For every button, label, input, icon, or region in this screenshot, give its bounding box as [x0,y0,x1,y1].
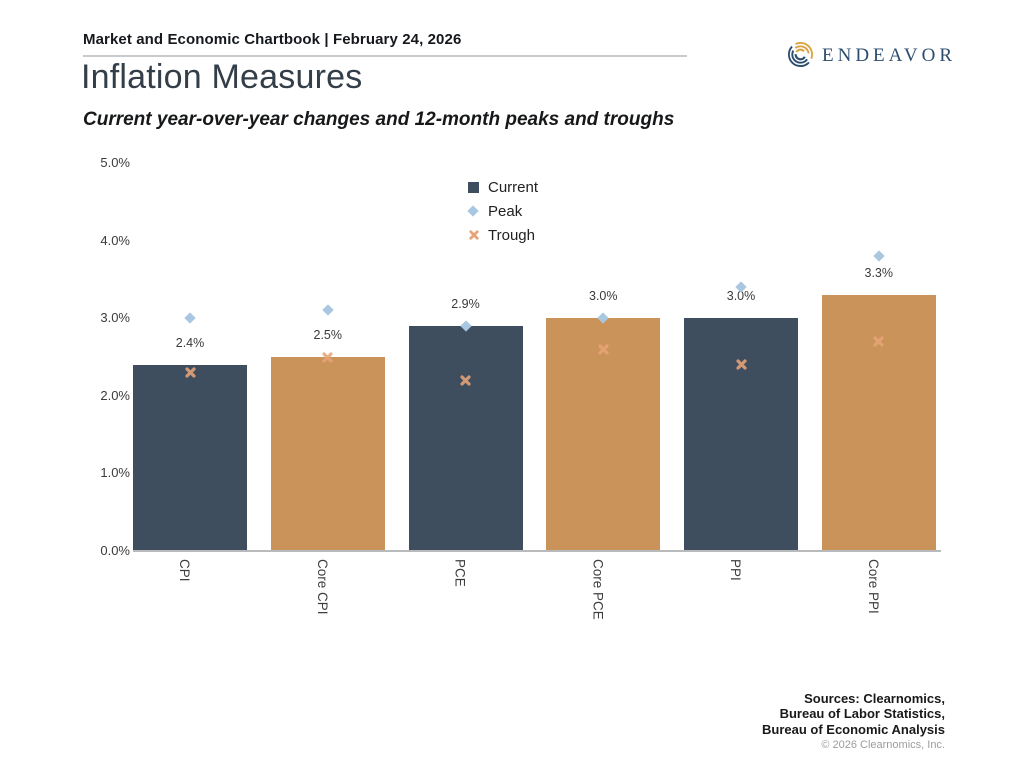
x-axis-tick-label: PPI [728,559,743,581]
trough-x-icon [469,230,479,240]
x-axis-tick-label: Core CPI [314,559,330,615]
chart-legend: Current Peak Trough [467,175,538,247]
trough-marker [872,335,885,353]
trough-marker [735,358,748,376]
x-axis-tick-label: PCE [452,559,468,587]
bar-value-label: 2.4% [175,335,205,350]
y-axis-tick-label: 1.0% [100,465,130,481]
bar-cpi [133,364,247,551]
trough-marker [321,351,334,369]
bar-value-label: 2.5% [313,328,343,342]
bar-core-pce [546,318,661,551]
sources-block: Sources: Clearnomics, Bureau of Labor St… [762,691,945,751]
y-axis-tick-label: 4.0% [100,232,130,248]
legend-label: Current [488,178,539,196]
header-divider [83,55,687,57]
bar-value-label: 2.9% [451,296,480,311]
sources-line: Sources: Clearnomics, [804,691,945,706]
y-axis-tick-label: 5.0% [100,155,130,170]
bar-core-cpi [270,357,385,551]
bar-ppi [684,318,798,551]
copyright: © 2026 Clearnomics, Inc. [821,738,945,751]
bar-value-label: 3.3% [864,265,894,280]
bar-core-ppi [821,294,936,551]
peak-diamond-icon [467,205,479,217]
peak-marker [873,250,885,262]
page-subtitle: Current year-over-year changes and 12-mo… [83,109,675,130]
legend-item-trough: Trough [468,223,538,247]
legend-label: Trough [488,226,535,244]
y-axis-tick-label: 3.0% [100,310,130,326]
x-axis-tick-label: CPI [177,559,192,582]
bar-value-label: 3.0% [726,289,756,304]
y-axis-tick-label: 0.0% [100,543,130,558]
bar-value-label: 3.0% [589,289,618,304]
legend-item-peak: Peak [467,199,538,223]
endeavor-logo-text: ENDEAVOR [822,44,957,66]
sources-line: Bureau of Labor Statistics, [779,706,945,722]
peak-marker [184,312,196,324]
legend-label: Peak [488,202,523,220]
trough-marker [597,343,610,361]
current-square-icon [468,181,479,193]
bar-pce [408,325,523,551]
x-axis-tick-label: Core PPI [865,559,881,614]
peak-marker [322,304,334,317]
endeavor-logo: ENDEAVOR [786,40,956,69]
x-axis-tick-label: Core PCE [590,559,606,620]
sources-line: Bureau of Economic Analysis [761,721,945,737]
header-kicker: Market and Economic Chartbook | February… [83,31,462,48]
page-title: Inflation Measures [81,58,363,96]
y-axis-tick-label: 2.0% [100,387,130,403]
trough-marker [184,366,197,384]
x-axis-line [133,550,941,552]
endeavor-swirl-icon [787,41,814,68]
legend-item-current: Current [468,175,538,199]
trough-marker [459,374,472,392]
